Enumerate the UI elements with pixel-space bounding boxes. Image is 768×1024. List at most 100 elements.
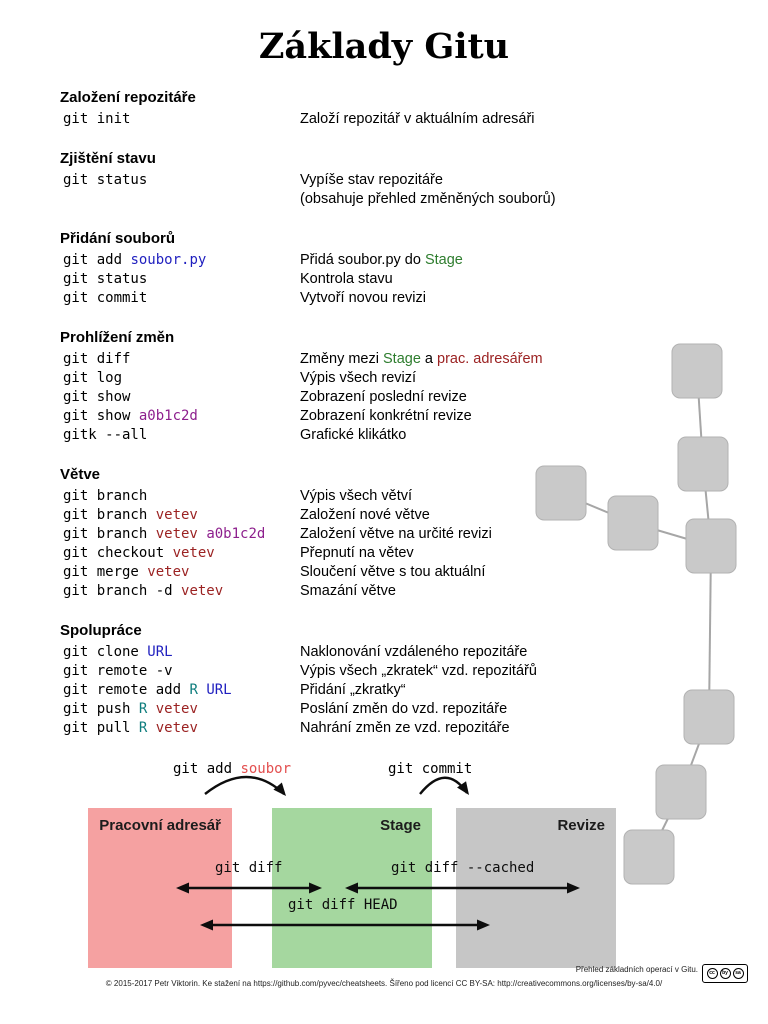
command-row: git add soubor.py Přidá soubor.py do Stag… — [60, 251, 580, 270]
description: Zobrazení konkrétní revize — [300, 407, 472, 426]
command-row: git push R vetev Poslání změn do vzd. rep… — [60, 700, 580, 719]
workflow-diagram: Pracovní adresář Stage Revize — [80, 748, 640, 978]
description-part: Kontrola stavu — [300, 271, 393, 287]
box-revize: Revize — [456, 808, 616, 968]
description-part: a — [420, 351, 438, 367]
commit-node — [677, 436, 729, 492]
command-part: git branch — [63, 526, 156, 542]
section-heading: Zjištění stavu — [60, 150, 156, 167]
command-row: git log Výpis všech revizí — [60, 369, 580, 388]
description-part: Založí repozitář v aktuálním adresáři — [300, 111, 535, 127]
command-part: git clone — [63, 644, 148, 660]
graph-edge — [702, 463, 712, 547]
commit-node — [683, 689, 735, 745]
command-part: R — [189, 682, 198, 698]
command-row: git diff Změny mezi Stage a prac. adresář… — [60, 350, 580, 369]
command: git remote -v — [60, 662, 300, 681]
section: Založení repozitáře git init Založí repozi… — [60, 88, 580, 129]
command: git remote add R URL — [60, 681, 300, 700]
command-part: vetev — [155, 507, 198, 523]
command-part: soubor.py — [130, 252, 207, 268]
git-add-arrowhead — [273, 782, 286, 796]
command: git push R vetev — [60, 700, 300, 719]
sa-icon: sa — [732, 968, 744, 979]
page-title: Základy Gitu — [258, 26, 510, 67]
command: git branch — [60, 487, 300, 506]
description: Založení nové větve — [300, 506, 430, 525]
label-part: git commit — [388, 761, 473, 777]
command-row: git remote -v Výpis všech „zkratek“ vzd. … — [60, 662, 580, 681]
description: Vypíše stav repozitáře (obsahuje přehled … — [300, 171, 556, 209]
command-row: git branch Výpis všech větví — [60, 487, 580, 506]
command-row: git show a0b1c2d Zobrazení konkrétní revi… — [60, 407, 580, 426]
command-row: git branch vetev a0b1c2d Založení větve n… — [60, 525, 580, 544]
command-part: git branch -d — [63, 583, 182, 599]
command-row: git checkout vetev Přepnutí na větev — [60, 544, 580, 563]
command-part: git checkout — [63, 545, 173, 561]
description-part: Založení nové větve — [300, 507, 430, 523]
command-part: git diff — [63, 351, 131, 367]
command-row: git clone URL Naklonování vzdáleného repo… — [60, 643, 580, 662]
command-row: git show Zobrazení poslední revize — [60, 388, 580, 407]
section: Přidání souborů git add soubor.py Přidá so… — [60, 229, 580, 308]
command-part: git merge — [63, 564, 148, 580]
command-part: git push — [63, 701, 139, 717]
command-row: git branch vetev Založení nové větve — [60, 506, 580, 525]
commit-node — [655, 764, 707, 820]
command-row: git status Vypíše stav repozitáře (obsahuj… — [60, 171, 580, 209]
graph-edge — [680, 716, 710, 793]
description: Naklonování vzdáleného repozitáře — [300, 643, 527, 662]
description: Založí repozitář v aktuálním adresáři — [300, 110, 535, 129]
label-part: git add — [173, 761, 241, 777]
description-part: Nahrání změn ze vzd. repozitáře — [300, 720, 510, 736]
command-row: gitk --all Grafické klikátko — [60, 426, 580, 445]
cc-license-badge: cc by sa — [702, 964, 748, 983]
graph-edge — [708, 545, 712, 718]
command: git branch -d vetev — [60, 582, 300, 601]
command-row: git remote add R URL Přidání „zkratky“ — [60, 681, 580, 700]
cc-icon: cc — [706, 968, 718, 979]
description-part: Stage — [424, 252, 463, 268]
commit-node — [607, 495, 659, 551]
command: git status — [60, 270, 300, 289]
command-part: a0b1c2d — [138, 408, 198, 424]
box-working-directory-label: Pracovní adresář — [99, 817, 221, 834]
footer: Přehled základních operací v Gitu. © 201… — [0, 960, 768, 1004]
description-part: Výpis všech revizí — [300, 370, 417, 386]
description-part: Naklonování vzdáleného repozitáře — [300, 644, 528, 660]
description-part: Změny mezi — [300, 351, 383, 367]
description: Zobrazení poslední revize — [300, 388, 467, 407]
description: Přidání „zkratky“ — [300, 681, 406, 700]
command: git merge vetev — [60, 563, 300, 582]
command-part: R — [138, 701, 148, 717]
section-heading: Větve — [60, 466, 101, 483]
description: Vytvoří novou revizi — [300, 289, 426, 308]
description: Výpis všech větví — [300, 487, 412, 506]
command-part: vetev — [147, 564, 190, 580]
command-part: vetev — [155, 701, 198, 717]
command: git log — [60, 369, 300, 388]
description: Založení větve na určité revizi — [300, 525, 492, 544]
command-part: vetev — [155, 526, 198, 542]
description-part: Smazání větve — [300, 583, 396, 599]
graph-edge — [632, 522, 712, 547]
description-part: Vytvoří novou revizi — [300, 290, 426, 306]
box-working-directory: Pracovní adresář — [88, 808, 232, 968]
description-part: Poslání změn do vzd. repozitáře — [300, 701, 508, 717]
description: Přepnutí na větev — [300, 544, 414, 563]
command-part: URL — [206, 682, 232, 698]
description: Výpis všech revizí — [300, 369, 416, 388]
git-commit-command-label: git commit — [388, 761, 472, 777]
command-part: git add — [63, 252, 131, 268]
section-heading: Spolupráce — [60, 622, 142, 639]
command-part: git status — [63, 271, 148, 287]
description: Změny mezi Stage a prac. adresářem — [300, 350, 543, 369]
graph-edge — [696, 370, 704, 465]
by-icon: by — [719, 968, 731, 979]
box-stage-label: Stage — [380, 817, 421, 834]
section-heading: Prohlížení změn — [60, 329, 175, 346]
command-part: vetev — [172, 545, 215, 561]
description: Smazání větve — [300, 582, 396, 601]
box-stage: Stage — [272, 808, 432, 968]
